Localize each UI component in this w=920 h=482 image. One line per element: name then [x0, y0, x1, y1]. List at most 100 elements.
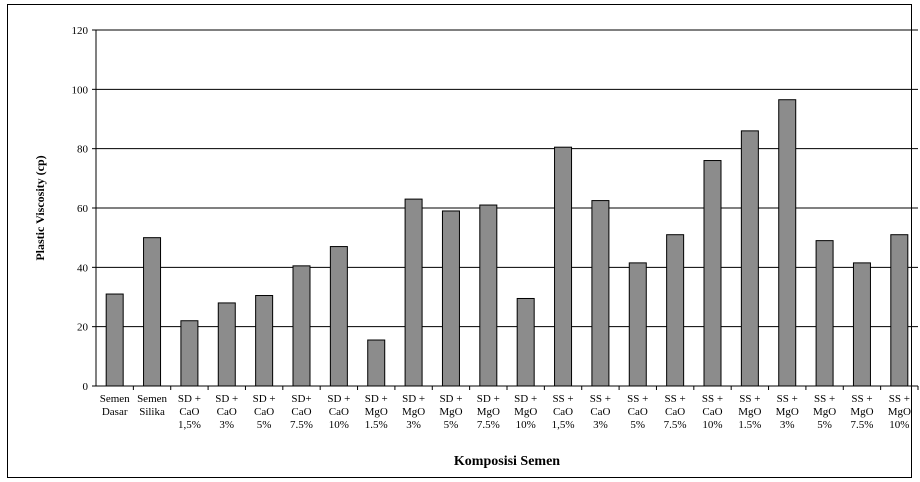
- bar: [329, 246, 348, 387]
- x-tick-label-line: SD+: [291, 393, 311, 405]
- x-tick-label-line: 3%: [406, 419, 421, 431]
- bar: [180, 320, 199, 387]
- x-tick-label-line: SS +: [552, 393, 573, 405]
- bar: [591, 200, 610, 387]
- x-tick-label: SS + CaO 5%: [627, 393, 648, 431]
- bar: [404, 198, 423, 387]
- axes: [92, 29, 919, 390]
- x-tick-label: SD + CaO 10%: [327, 393, 350, 431]
- bar: [740, 130, 759, 387]
- bar: [666, 234, 685, 387]
- x-tick-label-line: 7.5%: [850, 419, 873, 431]
- x-tick-label-line: CaO: [628, 406, 648, 418]
- x-tick-label-line: CaO: [702, 406, 722, 418]
- x-tick-label-line: 3%: [780, 419, 795, 431]
- x-tick-label-line: SD +: [477, 393, 500, 405]
- x-tick-label: Semen Silika: [137, 393, 167, 418]
- x-tick-label-line: SS +: [777, 393, 798, 405]
- y-tick-label: 120: [72, 25, 89, 37]
- bar: [516, 297, 535, 387]
- x-tick-label: SS + CaO 1,5%: [552, 393, 575, 431]
- y-tick-label: 40: [77, 262, 89, 274]
- x-tick-label: SS + MgO 7.5%: [850, 393, 873, 431]
- x-tick-label-line: Semen: [137, 393, 167, 405]
- x-tick-label-line: CaO: [329, 406, 349, 418]
- x-tick-label: Semen Dasar: [100, 393, 130, 418]
- x-tick-label-line: SS +: [851, 393, 872, 405]
- x-tick-label: SS + MgO 10%: [888, 393, 911, 431]
- x-tick-label: SS + CaO 10%: [702, 393, 723, 431]
- x-tick-label: SD + CaO 3%: [215, 393, 238, 431]
- bar: [292, 265, 311, 387]
- x-tick-label-line: SS +: [702, 393, 723, 405]
- x-tick-label-line: CaO: [254, 406, 274, 418]
- x-tick-label-line: 5%: [630, 419, 645, 431]
- bar: [105, 293, 124, 387]
- x-tick-label-line: MgO: [365, 406, 388, 418]
- x-tick-label-line: SS +: [665, 393, 686, 405]
- y-tick-labels: 0 20 40 60 80 100 120: [72, 25, 89, 393]
- bar: [554, 146, 573, 387]
- bar: [703, 160, 722, 387]
- bar: [143, 237, 162, 387]
- x-tick-label: SD + MgO 5%: [439, 393, 462, 431]
- x-tick-label-line: MgO: [813, 406, 836, 418]
- x-tick-label-line: 10%: [889, 419, 909, 431]
- x-tick-label-line: CaO: [179, 406, 199, 418]
- x-tick-label-line: SD +: [253, 393, 276, 405]
- x-tick-label-line: SD +: [365, 393, 388, 405]
- x-tick-label-line: SS +: [627, 393, 648, 405]
- x-axis-title: Komposisi Semen: [454, 454, 560, 469]
- x-tick-label: SD+ CaO 7.5%: [290, 393, 313, 431]
- x-tick-label-line: SD +: [215, 393, 238, 405]
- x-tick-label-line: 10%: [702, 419, 722, 431]
- x-tick-label-line: SS +: [590, 393, 611, 405]
- x-tick-label-line: 5%: [444, 419, 459, 431]
- x-tick-label-line: CaO: [291, 406, 311, 418]
- x-tick-label-line: 1.5%: [738, 419, 761, 431]
- x-tick-label: SD + MgO 7.5%: [477, 393, 500, 431]
- x-tick-label-line: 3%: [219, 419, 234, 431]
- bar: [217, 302, 236, 387]
- x-tick-label-line: SD +: [178, 393, 201, 405]
- x-tick-label: SS + CaO 7.5%: [664, 393, 687, 431]
- x-tick-label-line: MgO: [738, 406, 761, 418]
- y-tick-label: 0: [83, 381, 89, 393]
- bar: [778, 99, 797, 387]
- x-tick-label-line: MgO: [477, 406, 500, 418]
- x-tick-label-line: CaO: [553, 406, 573, 418]
- x-tick-label-line: MgO: [776, 406, 799, 418]
- x-tick-label: SS + MgO 5%: [813, 393, 836, 431]
- x-tick-label-line: 5%: [257, 419, 272, 431]
- x-tick-label-line: 1,5%: [178, 419, 201, 431]
- x-tick-label-line: 1,5%: [552, 419, 575, 431]
- x-tick-label-line: 7.5%: [477, 419, 500, 431]
- x-tick-label-line: SD +: [514, 393, 537, 405]
- y-tick-label: 60: [77, 203, 89, 215]
- bar: [890, 234, 909, 387]
- x-tick-label-line: MgO: [402, 406, 425, 418]
- x-tick-label: SD + MgO 10%: [514, 393, 537, 431]
- bars: [105, 99, 909, 387]
- bar: [815, 240, 834, 387]
- x-tick-label-line: SS +: [739, 393, 760, 405]
- x-tick-label-line: CaO: [665, 406, 685, 418]
- x-tick-label-line: Silika: [139, 406, 165, 418]
- bar: [255, 295, 274, 387]
- x-tick-label-line: 1.5%: [365, 419, 388, 431]
- bar: [628, 262, 647, 387]
- x-tick-label: SS + CaO 3%: [590, 393, 611, 431]
- x-tick-label: SS + MgO 1.5%: [738, 393, 761, 431]
- x-tick-label-line: MgO: [850, 406, 873, 418]
- x-tick-label-line: CaO: [590, 406, 610, 418]
- x-tick-label: SD + CaO 5%: [253, 393, 276, 431]
- x-tick-label-line: Semen: [100, 393, 130, 405]
- bar: [479, 204, 498, 387]
- x-tick-label-line: SS +: [889, 393, 910, 405]
- x-tick-label-line: SD +: [439, 393, 462, 405]
- x-tick-label-line: MgO: [514, 406, 537, 418]
- y-axis-title: Plastic Viscosity (cp): [33, 155, 47, 260]
- x-tick-label-line: Dasar: [102, 406, 128, 418]
- bar: [852, 262, 871, 387]
